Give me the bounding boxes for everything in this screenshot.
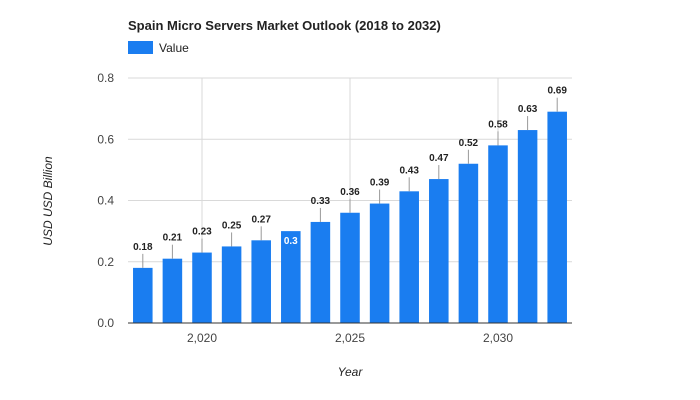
data-label-2024: 0.33 (311, 196, 331, 207)
x-tick-label: 2,025 (335, 331, 365, 345)
data-label-2029: 0.52 (459, 138, 479, 149)
bar-2025[interactable] (340, 212, 360, 323)
bar-2027[interactable] (399, 191, 419, 323)
data-label-2032: 0.69 (547, 86, 567, 97)
legend-label[interactable]: Value (159, 41, 189, 55)
y-tick-label: 0.6 (97, 132, 114, 146)
data-label-2023: 0.3 (284, 236, 298, 247)
x-axis-title: Year (338, 365, 364, 379)
y-tick-label: 0.4 (97, 194, 114, 208)
bar-2019[interactable] (162, 258, 183, 323)
data-label-2031: 0.63 (518, 104, 538, 115)
bar-2018[interactable] (133, 267, 153, 323)
bars (133, 111, 567, 323)
y-axis-title: USD USD Billion (41, 156, 55, 246)
bar-2026[interactable] (369, 203, 390, 323)
bar-2021[interactable] (221, 246, 242, 323)
bar-2030[interactable] (488, 145, 508, 323)
data-labels: 0.18 0.21 0.23 0.25 0.27 0.3 0.33 0.36 0.39 0.43 0… (133, 86, 567, 268)
x-tick-label: 2,030 (483, 331, 513, 345)
data-label-2019: 0.21 (163, 233, 183, 244)
data-label-2021: 0.25 (222, 220, 242, 231)
bar-2029[interactable] (458, 163, 479, 323)
legend-swatch (128, 41, 153, 54)
data-label-2030: 0.58 (488, 119, 508, 130)
y-tick-label: 0.0 (97, 316, 114, 330)
data-label-2025: 0.36 (340, 187, 360, 198)
bar-2024[interactable] (310, 221, 331, 323)
y-tick-label: 0.2 (97, 255, 114, 269)
bar-2031[interactable] (517, 130, 538, 323)
data-label-2028: 0.47 (429, 153, 449, 164)
data-label-2022: 0.27 (251, 214, 271, 225)
x-axis-ticks: 2,020 2,025 2,030 (187, 331, 513, 345)
bar-2028[interactable] (429, 179, 449, 323)
data-label-2020: 0.23 (192, 227, 212, 238)
data-label-2026: 0.39 (370, 178, 390, 189)
y-tick-label: 0.8 (97, 71, 114, 85)
x-tick-label: 2,020 (187, 331, 217, 345)
data-label-2018: 0.18 (133, 242, 153, 253)
y-axis-ticks: 0.0 0.2 0.4 0.6 0.8 (97, 71, 114, 330)
bar-2020[interactable] (192, 252, 212, 323)
bar-2022[interactable] (251, 240, 271, 323)
chart-title: Spain Micro Servers Market Outlook (2018… (128, 18, 441, 33)
bar-2032[interactable] (547, 111, 567, 323)
data-label-2027: 0.43 (399, 165, 419, 176)
bar-2023[interactable] (281, 231, 301, 323)
